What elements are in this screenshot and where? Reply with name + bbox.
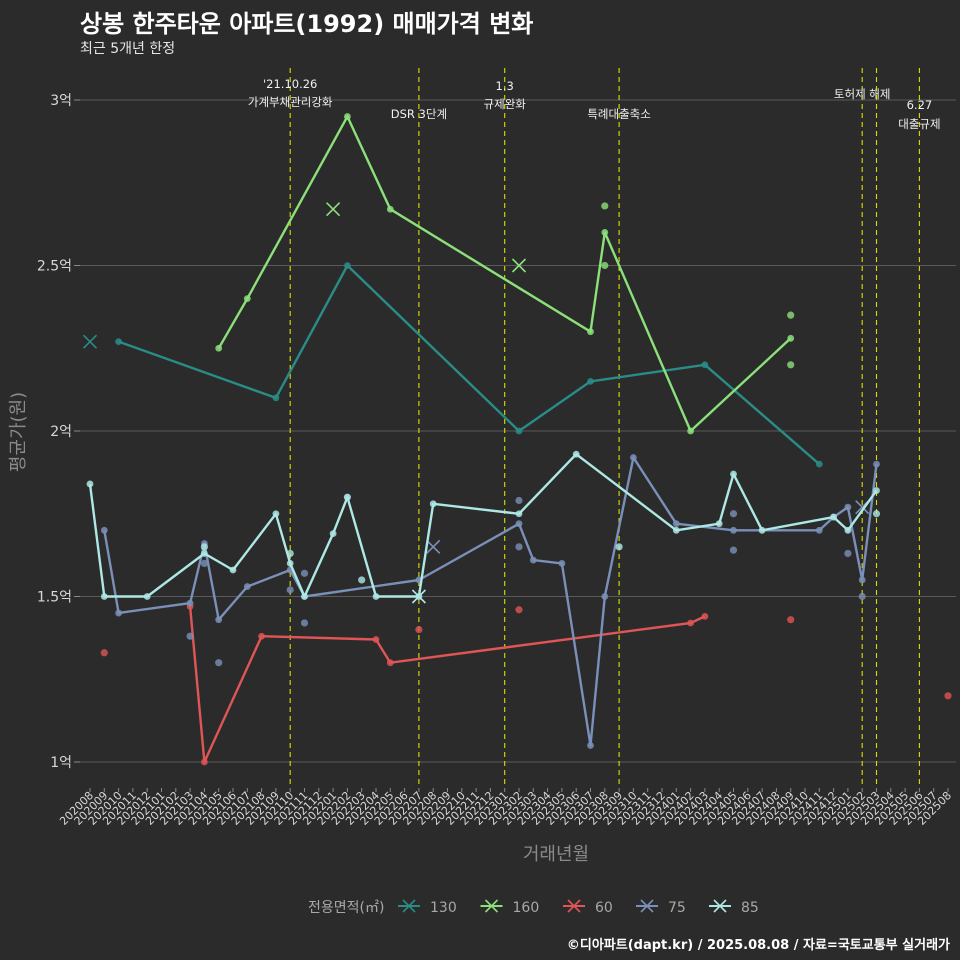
- data-point: [844, 549, 852, 558]
- legend-swatch-cross: [567, 899, 581, 913]
- legend-item: 60: [563, 899, 613, 916]
- legend-item: 85: [709, 899, 759, 916]
- legend-swatch-cross: [402, 899, 416, 913]
- y-tick-label: 1.5억: [37, 590, 72, 606]
- cross-marker: [326, 202, 341, 217]
- cross-marker: [411, 589, 426, 604]
- legend-label: 85: [741, 900, 759, 916]
- legend-label: 160: [513, 900, 540, 916]
- data-point: [515, 496, 523, 505]
- data-point: [944, 692, 952, 700]
- data-point: [787, 311, 795, 319]
- data-point: [300, 619, 309, 627]
- data-point: [100, 649, 108, 657]
- data-point: [415, 626, 423, 634]
- series-160: [215, 113, 795, 435]
- policy-annotation: DSR 3단계: [391, 107, 447, 121]
- data-point: [872, 510, 881, 518]
- chart-subtitle: 최근 5개년 한정: [80, 41, 176, 57]
- cross-marker: [426, 539, 441, 554]
- legend-label: 60: [595, 900, 613, 916]
- line-point: [86, 480, 94, 488]
- y-tick-label: 1억: [50, 755, 72, 771]
- data-point: [286, 586, 294, 594]
- series-line: [118, 264, 821, 466]
- cross-stroke: [82, 334, 98, 349]
- cross-marker: [82, 334, 98, 349]
- y-tick-label: 2.5억: [37, 259, 72, 275]
- data-point: [200, 543, 208, 551]
- policy-annotation: 토허제 해제: [834, 87, 891, 101]
- series-line: [217, 115, 792, 433]
- cross-stroke: [511, 258, 527, 273]
- legend-item: 130: [398, 899, 457, 916]
- series-line: [88, 453, 878, 598]
- data-point: [858, 592, 866, 601]
- legend-item: 75: [636, 899, 686, 916]
- data-point: [601, 261, 609, 270]
- data-point: [515, 543, 523, 551]
- data-point: [515, 606, 523, 614]
- source-caption: ©디아파트(dapt.kr) / 2025.08.08 / 자료=국토교통부 실…: [566, 938, 950, 953]
- legend: 전용면적(㎡) 130 160 60 75 85: [308, 899, 759, 916]
- line-point: [100, 526, 108, 534]
- policy-annotation: 규제완화: [484, 97, 527, 111]
- policy-annotation: '21.10.26: [263, 77, 317, 91]
- y-tick-label: 2억: [50, 424, 72, 440]
- cross-stroke: [411, 589, 426, 604]
- data-point: [601, 202, 609, 210]
- cross-marker: [511, 258, 527, 273]
- x-axis-title: 거래년월: [523, 844, 589, 865]
- series-line: [103, 456, 878, 747]
- series-60: [100, 603, 952, 766]
- data-point: [200, 559, 208, 568]
- legend-swatch-cross: [484, 899, 499, 913]
- legend-title: 전용면적(㎡): [308, 900, 384, 916]
- data-point: [729, 546, 738, 554]
- data-point: [787, 361, 795, 369]
- legend-swatch-cross: [640, 899, 654, 913]
- data-point: [300, 569, 309, 577]
- series-130: [82, 262, 823, 468]
- policy-annotation: 가계부채관리강화: [248, 95, 333, 109]
- data-point: [358, 576, 366, 584]
- legend-label: 75: [668, 900, 686, 916]
- series-85: [86, 450, 881, 604]
- policy-annotation: 대출규제: [898, 117, 940, 131]
- legend-label: 130: [430, 900, 457, 916]
- cross-stroke: [326, 202, 341, 217]
- legend-swatch-cross: [713, 899, 727, 913]
- series-line: [188, 606, 706, 764]
- y-tick-label: 3억: [50, 93, 72, 109]
- data-point: [215, 659, 223, 667]
- legend-item: 160: [480, 899, 540, 916]
- data-point: [787, 616, 795, 624]
- data-point: [729, 510, 738, 518]
- cross-stroke: [426, 539, 441, 554]
- series-75: [100, 454, 880, 749]
- policy-annotation: 특례대출축소: [587, 107, 650, 121]
- data-point: [186, 632, 194, 640]
- policy-annotation: 1.3: [496, 79, 514, 93]
- chart-title: 상봉 한주타운 아파트(1992) 매매가격 변화: [80, 10, 534, 38]
- y-axis-title: 평균가(원): [8, 392, 29, 472]
- policy-annotation: 6.27: [907, 98, 933, 112]
- data-point: [615, 543, 623, 551]
